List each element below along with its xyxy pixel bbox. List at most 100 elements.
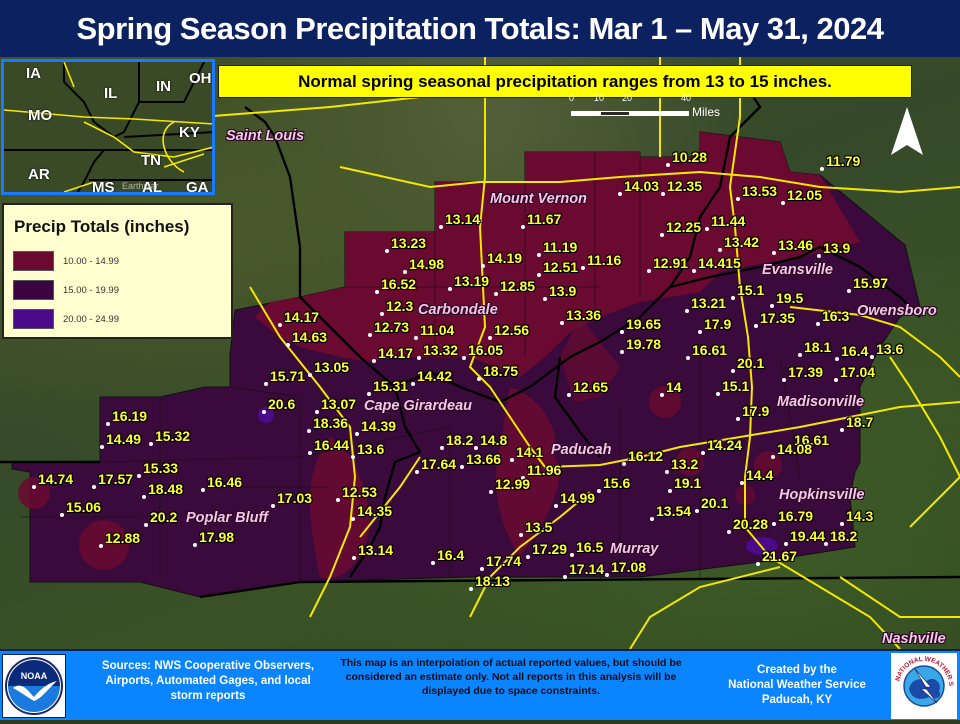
observation-point[interactable] — [718, 248, 722, 252]
observation-point[interactable] — [431, 561, 435, 565]
observation-point[interactable] — [685, 309, 689, 313]
observation-point[interactable] — [660, 393, 664, 397]
observation-point[interactable] — [740, 481, 744, 485]
observation-point[interactable] — [262, 410, 266, 414]
observation-point[interactable] — [618, 192, 622, 196]
observation-point[interactable] — [414, 336, 418, 340]
observation-point[interactable] — [695, 509, 699, 513]
observation-point[interactable] — [526, 555, 530, 559]
observation-point[interactable] — [315, 410, 319, 414]
observation-point[interactable] — [367, 392, 371, 396]
observation-point[interactable] — [605, 573, 609, 577]
observation-point[interactable] — [411, 382, 415, 386]
observation-point[interactable] — [440, 446, 444, 450]
observation-point[interactable] — [647, 269, 651, 273]
observation-point[interactable] — [142, 495, 146, 499]
observation-point[interactable] — [781, 201, 785, 205]
observation-point[interactable] — [462, 356, 466, 360]
observation-point[interactable] — [563, 575, 567, 579]
observation-point[interactable] — [840, 428, 844, 432]
observation-point[interactable] — [521, 476, 525, 480]
observation-point[interactable] — [705, 227, 709, 231]
observation-point[interactable] — [439, 225, 443, 229]
observation-point[interactable] — [415, 470, 419, 474]
observation-point[interactable] — [772, 251, 776, 255]
observation-point[interactable] — [788, 446, 792, 450]
observation-point[interactable] — [100, 445, 104, 449]
observation-point[interactable] — [660, 233, 664, 237]
observation-point[interactable] — [834, 378, 838, 382]
observation-point[interactable] — [650, 517, 654, 521]
observation-point[interactable] — [521, 225, 525, 229]
observation-point[interactable] — [666, 163, 670, 167]
observation-point[interactable] — [731, 296, 735, 300]
observation-point[interactable] — [278, 323, 282, 327]
observation-point[interactable] — [380, 312, 384, 316]
observation-point[interactable] — [149, 442, 153, 446]
observation-point[interactable] — [32, 485, 36, 489]
observation-point[interactable] — [622, 462, 626, 466]
observation-point[interactable] — [307, 429, 311, 433]
observation-point[interactable] — [519, 533, 523, 537]
observation-point[interactable] — [701, 451, 705, 455]
observation-point[interactable] — [481, 264, 485, 268]
observation-point[interactable] — [286, 343, 290, 347]
observation-point[interactable] — [193, 543, 197, 547]
observation-point[interactable] — [754, 324, 758, 328]
observation-point[interactable] — [375, 290, 379, 294]
observation-point[interactable] — [817, 254, 821, 258]
observation-point[interactable] — [480, 567, 484, 571]
observation-point[interactable] — [510, 458, 514, 462]
observation-point[interactable] — [137, 474, 141, 478]
observation-point[interactable] — [351, 517, 355, 521]
observation-point[interactable] — [336, 498, 340, 502]
observation-point[interactable] — [772, 522, 776, 526]
observation-point[interactable] — [494, 292, 498, 296]
observation-point[interactable] — [351, 455, 355, 459]
observation-point[interactable] — [554, 504, 558, 508]
observation-point[interactable] — [144, 523, 148, 527]
observation-point[interactable] — [620, 330, 624, 334]
observation-point[interactable] — [668, 489, 672, 493]
observation-point[interactable] — [352, 556, 356, 560]
observation-point[interactable] — [417, 356, 421, 360]
observation-point[interactable] — [820, 167, 824, 171]
observation-point[interactable] — [474, 446, 478, 450]
observation-point[interactable] — [784, 542, 788, 546]
observation-point[interactable] — [835, 357, 839, 361]
observation-point[interactable] — [385, 249, 389, 253]
observation-point[interactable] — [488, 336, 492, 340]
observation-point[interactable] — [308, 373, 312, 377]
observation-point[interactable] — [460, 465, 464, 469]
observation-point[interactable] — [782, 378, 786, 382]
observation-point[interactable] — [698, 330, 702, 334]
observation-point[interactable] — [798, 353, 802, 357]
observation-point[interactable] — [560, 321, 564, 325]
observation-point[interactable] — [99, 544, 103, 548]
observation-point[interactable] — [448, 287, 452, 291]
observation-point[interactable] — [816, 322, 820, 326]
observation-point[interactable] — [727, 530, 731, 534]
observation-point[interactable] — [543, 297, 547, 301]
observation-point[interactable] — [570, 553, 574, 557]
observation-point[interactable] — [665, 470, 669, 474]
observation-point[interactable] — [736, 417, 740, 421]
observation-point[interactable] — [489, 490, 493, 494]
observation-point[interactable] — [368, 333, 372, 337]
observation-point[interactable] — [372, 359, 376, 363]
observation-point[interactable] — [620, 350, 624, 354]
observation-point[interactable] — [686, 356, 690, 360]
observation-point[interactable] — [355, 432, 359, 436]
observation-point[interactable] — [847, 289, 851, 293]
observation-point[interactable] — [840, 522, 844, 526]
observation-point[interactable] — [403, 270, 407, 274]
observation-point[interactable] — [477, 377, 481, 381]
observation-point[interactable] — [537, 273, 541, 277]
observation-point[interactable] — [661, 192, 665, 196]
observation-point[interactable] — [771, 455, 775, 459]
precipitation-map[interactable]: IA IL IN OH MO KY TN AR MS AL GA Earthst… — [0, 57, 960, 649]
observation-point[interactable] — [870, 355, 874, 359]
observation-point[interactable] — [106, 422, 110, 426]
observation-point[interactable] — [537, 253, 541, 257]
observation-point[interactable] — [736, 197, 740, 201]
